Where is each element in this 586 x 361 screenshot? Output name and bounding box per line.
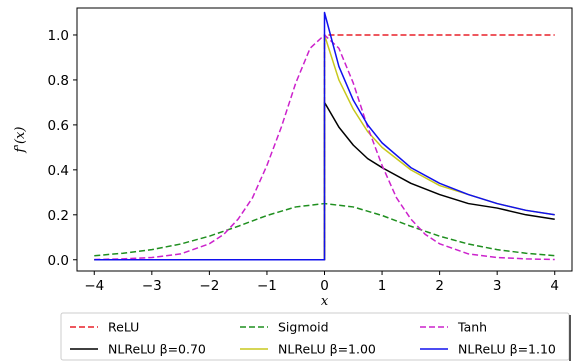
y-axis-label: f'(x)	[13, 127, 28, 154]
legend-label: ReLU	[108, 320, 139, 335]
plot-lines	[94, 11, 555, 261]
legend-label: NLReLU β=1.10	[458, 342, 556, 357]
x-tick-label: 4	[550, 278, 559, 294]
legend-label: NLReLU β=1.00	[278, 342, 376, 357]
x-tick-label: 3	[493, 278, 502, 294]
y-tick-label: 1.0	[48, 28, 69, 44]
x-tick-label: 2	[435, 278, 444, 294]
x-axis-label: x	[321, 294, 329, 309]
x-axis-ticks: −4 −3 −2 −1 0 1 2 3 4	[84, 271, 559, 294]
x-tick-label: 1	[378, 278, 387, 294]
series-line-6	[94, 11, 555, 261]
x-tick-label: −1	[257, 278, 277, 294]
x-tick-label: −4	[84, 278, 104, 294]
legend-label: NLReLU β=0.70	[108, 342, 206, 357]
legend: ReLU NLReLU β=0.70 Sigmoid NLReLU β=1.00 Tan…	[60, 312, 571, 361]
y-tick-label: 0.2	[48, 208, 69, 224]
y-tick-label: 0.4	[48, 163, 69, 179]
y-tick-label: 0.6	[48, 118, 69, 134]
x-tick-label: 0	[320, 278, 329, 294]
legend-label: Sigmoid	[278, 320, 329, 335]
x-tick-label: −2	[199, 278, 219, 294]
x-tick-label: −3	[142, 278, 162, 294]
y-axis-ticks: 0.0 0.2 0.4 0.6 0.8 1.0	[48, 28, 77, 269]
y-tick-label: 0.0	[48, 253, 69, 269]
y-tick-label: 0.8	[48, 73, 69, 89]
legend-label: Tanh	[457, 320, 487, 335]
